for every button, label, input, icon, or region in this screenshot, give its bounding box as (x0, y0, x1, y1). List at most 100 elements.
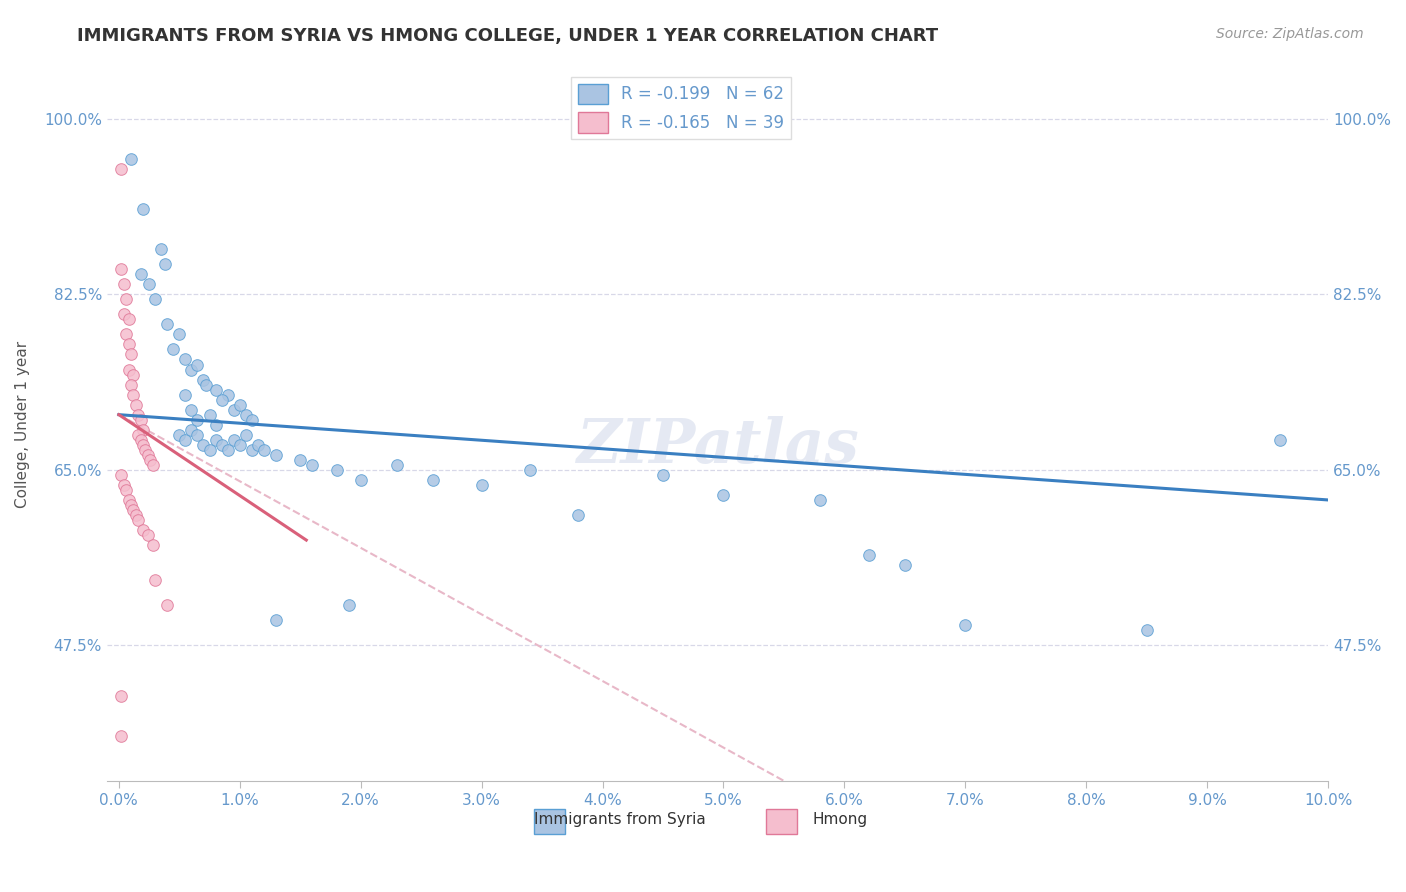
Point (139, 452, 162, 467)
Point (134, 442, 156, 457)
Point (198, 408, 221, 422)
Point (955, 618, 977, 632)
Point (169, 327, 191, 342)
Point (115, 327, 138, 342)
Point (120, 498, 142, 512)
Point (1268, 433, 1291, 447)
Point (235, 427, 257, 442)
Point (112, 277, 135, 292)
Point (186, 358, 208, 372)
Point (350, 473, 373, 487)
Point (264, 448, 287, 462)
Point (235, 408, 257, 422)
Point (153, 257, 176, 271)
Point (117, 492, 139, 507)
Point (110, 161, 132, 176)
Point (337, 599, 360, 613)
Point (143, 293, 166, 307)
Point (808, 492, 831, 507)
Point (156, 599, 179, 613)
Point (142, 538, 165, 552)
Point (132, 523, 155, 537)
Point (127, 513, 149, 527)
Point (240, 413, 263, 427)
Point (180, 423, 202, 437)
Text: ZIPatlas: ZIPatlas (576, 416, 859, 476)
Point (110, 729, 132, 743)
Point (120, 152, 142, 166)
Point (127, 427, 149, 442)
Point (471, 478, 494, 492)
Point (127, 408, 149, 422)
Point (174, 387, 197, 401)
Y-axis label: College, Under 1 year: College, Under 1 year (15, 341, 30, 508)
Point (186, 413, 208, 427)
FancyBboxPatch shape (534, 809, 565, 834)
Point (117, 362, 139, 376)
Point (143, 573, 166, 587)
Point (115, 293, 138, 307)
Point (125, 508, 148, 522)
Point (713, 488, 735, 502)
Point (169, 427, 191, 442)
Point (110, 689, 132, 703)
Point (217, 442, 239, 457)
FancyBboxPatch shape (766, 809, 797, 834)
Point (894, 558, 917, 573)
Point (138, 277, 160, 292)
Point (132, 438, 155, 452)
Point (142, 458, 165, 472)
Point (122, 503, 145, 517)
Point (150, 242, 173, 256)
Point (110, 262, 132, 277)
Point (519, 463, 541, 477)
Point (117, 337, 139, 351)
Point (204, 417, 226, 432)
Point (122, 368, 145, 382)
Point (198, 442, 221, 457)
Point (115, 483, 138, 497)
Point (240, 442, 263, 457)
Point (180, 402, 202, 417)
Point (156, 318, 179, 332)
Point (290, 452, 312, 467)
Point (246, 438, 269, 452)
Point (858, 548, 880, 562)
Point (129, 433, 152, 447)
Point (112, 307, 135, 321)
Point (325, 463, 347, 477)
Point (136, 528, 159, 542)
Point (180, 362, 202, 376)
Point (117, 312, 139, 326)
Point (110, 467, 132, 482)
Point (186, 427, 208, 442)
Point (112, 478, 135, 492)
Point (567, 508, 589, 522)
Point (229, 438, 252, 452)
Point (194, 377, 217, 392)
Point (211, 392, 233, 407)
Point (229, 398, 252, 412)
Point (211, 438, 233, 452)
Point (204, 383, 226, 397)
Legend: R = -0.199   N = 62, R = -0.165   N = 39: R = -0.199 N = 62, R = -0.165 N = 39 (571, 77, 790, 139)
Point (120, 347, 142, 361)
Point (125, 398, 148, 412)
Point (253, 442, 276, 457)
Point (422, 473, 444, 487)
Text: Hmong: Hmong (813, 812, 868, 827)
Point (193, 438, 215, 452)
Text: Immigrants from Syria: Immigrants from Syria (534, 812, 706, 827)
Point (222, 433, 245, 447)
Point (1136, 624, 1159, 638)
Point (217, 387, 239, 401)
Point (122, 387, 145, 401)
Point (174, 433, 197, 447)
Point (174, 352, 197, 367)
Point (162, 343, 184, 357)
Point (129, 413, 152, 427)
Point (136, 448, 159, 462)
Point (193, 373, 215, 387)
Point (129, 267, 152, 281)
Point (132, 423, 155, 437)
